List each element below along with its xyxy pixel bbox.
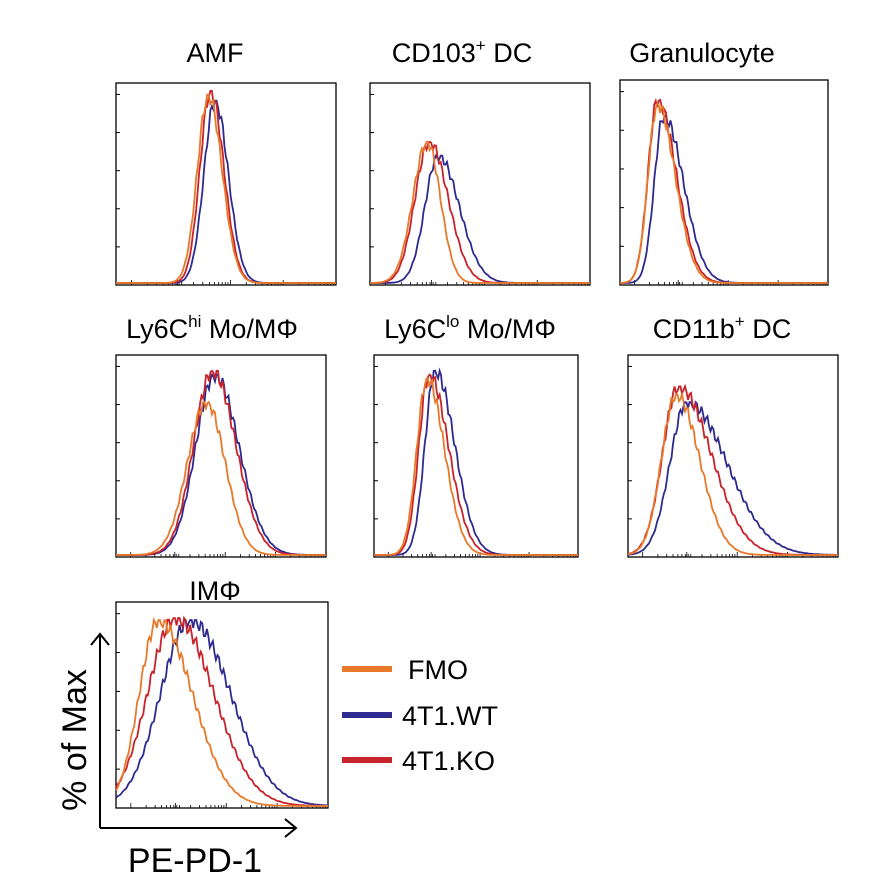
series-4t1-ko (374, 373, 578, 556)
series-fmo (374, 377, 578, 556)
series-4t1-wt (627, 400, 838, 556)
x-axis-arrow (100, 818, 298, 838)
panel-title-amf: AMF (187, 38, 244, 68)
panel-frame (369, 82, 591, 286)
series-4t1-wt (374, 367, 578, 556)
series-fmo (116, 93, 336, 284)
panel-frame (619, 79, 829, 286)
series-fmo (369, 141, 590, 284)
series-fmo (115, 617, 328, 807)
series-4t1-wt (370, 153, 590, 284)
y-axis-label: % of Max (56, 669, 94, 811)
series-4t1-wt (116, 372, 326, 556)
y-axis-arrow (90, 632, 110, 828)
series-fmo (620, 102, 828, 284)
panel-title-granulocyte: Granulocyte (629, 38, 775, 68)
x-axis-label: PE-PD-1 (128, 842, 262, 880)
panel-frame (115, 82, 337, 286)
legend-item-4t1-wt: 4T1.WT (342, 701, 498, 731)
series-fmo (627, 390, 838, 556)
legend-item-fmo: FMO (342, 655, 468, 685)
panel-cd11b-dc (627, 354, 839, 558)
series-4t1-ko (370, 140, 590, 284)
series-4t1-ko (116, 90, 336, 284)
panel-frame (115, 354, 327, 558)
series-fmo (116, 400, 326, 556)
panel-title-ly6clo: Ly6Clo Mo/MΦ (384, 312, 556, 344)
panel-ly6chi (115, 354, 327, 558)
panel-imphi (115, 601, 329, 809)
panel-granulocyte (619, 79, 829, 286)
histogram-panels (115, 79, 839, 809)
panel-amf (115, 82, 337, 286)
series-4t1-ko (620, 97, 828, 284)
panel-cd103-dc (369, 82, 591, 286)
panel-title-cd11b-dc: CD11b+ DC (653, 312, 791, 344)
legend-label-4t1-wt: 4T1.WT (402, 701, 498, 731)
legend-label-4t1-ko: 4T1.KO (402, 746, 495, 776)
panel-frame (373, 354, 579, 558)
legend: FMO 4T1.WT 4T1.KO (342, 655, 498, 776)
panel-ly6clo (373, 354, 579, 558)
series-4t1-wt (115, 619, 329, 807)
panel-frame (115, 601, 329, 809)
series-4t1-ko (116, 369, 326, 556)
panel-frame (627, 354, 839, 558)
panel-title-ly6chi: Ly6Chi Mo/MΦ (126, 312, 298, 344)
series-4t1-ko (115, 615, 328, 807)
legend-item-4t1-ko: 4T1.KO (342, 746, 495, 776)
legend-label-fmo: FMO (408, 655, 468, 685)
panel-title-cd103-dc: CD103+ DC (392, 36, 532, 68)
panel-title-imphi: IMΦ (189, 576, 241, 606)
